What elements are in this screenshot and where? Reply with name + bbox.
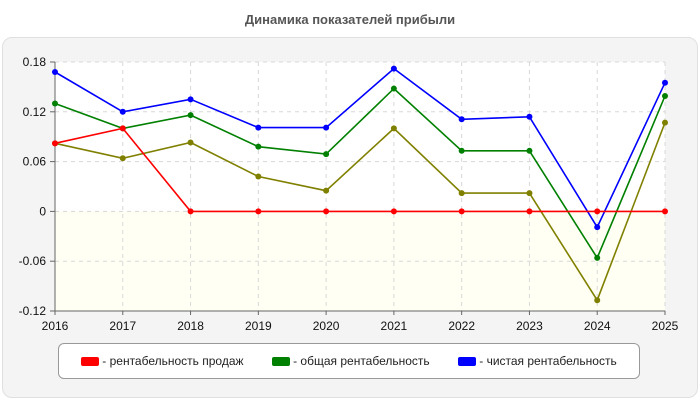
data-point-series-2 xyxy=(458,116,465,123)
data-point-series-0 xyxy=(458,208,465,215)
data-point-series-0 xyxy=(52,140,58,147)
data-point-series-2 xyxy=(526,113,533,120)
data-point-series-2 xyxy=(119,108,126,115)
legend-label-sales-profitability: - рентабельность продаж xyxy=(102,354,244,368)
data-point-series-2 xyxy=(323,124,330,131)
legend-item-net-profitability: - чистая рентабельность xyxy=(458,354,617,368)
y-tick-label: 0.18 xyxy=(23,55,47,69)
data-point-series-2 xyxy=(52,68,58,75)
data-point-series-0 xyxy=(390,208,397,215)
chart-legend: - рентабельность продаж - общая рентабел… xyxy=(58,343,640,379)
data-point-series-0 xyxy=(187,208,194,215)
data-point-series-3 xyxy=(458,190,465,197)
data-point-series-3 xyxy=(187,139,194,146)
data-point-series-0 xyxy=(594,208,601,215)
legend-label-total-profitability: - общая рентабельность xyxy=(293,354,430,368)
data-point-series-0 xyxy=(119,125,126,132)
data-point-series-0 xyxy=(255,208,262,215)
legend-swatch-sales-profitability xyxy=(81,356,100,366)
y-tick-label: 0.06 xyxy=(23,155,47,169)
x-tick-label: 2023 xyxy=(516,319,543,333)
legend-swatch-total-profitability xyxy=(272,356,291,366)
data-point-series-3 xyxy=(255,173,262,180)
data-point-series-1 xyxy=(390,85,397,92)
data-point-series-2 xyxy=(662,79,668,86)
series-line-0 xyxy=(54,127,665,213)
x-tick-label: 2024 xyxy=(584,319,611,333)
series-line-1 xyxy=(54,87,666,260)
chart-title: Динамика показателей прибыли xyxy=(244,12,456,27)
data-point-series-1 xyxy=(323,151,330,158)
data-point-series-1 xyxy=(594,254,601,261)
data-point-series-3 xyxy=(119,155,126,162)
x-tick-label: 2017 xyxy=(109,319,136,333)
x-tick-label: 2019 xyxy=(245,319,272,333)
data-point-series-3 xyxy=(594,297,601,304)
data-point-series-1 xyxy=(255,143,262,150)
x-tick-label: 2022 xyxy=(448,319,475,333)
data-point-series-1 xyxy=(662,93,668,100)
data-point-series-3 xyxy=(662,119,668,126)
data-point-series-3 xyxy=(390,125,397,132)
data-point-series-1 xyxy=(52,100,58,107)
y-tick-label: 0 xyxy=(39,204,46,218)
data-point-series-3 xyxy=(323,187,330,194)
legend-swatch-net-profitability xyxy=(458,356,477,366)
y-tick-label: -0.06 xyxy=(19,254,47,268)
data-point-series-2 xyxy=(390,65,397,72)
x-tick-label: 2020 xyxy=(313,319,340,333)
x-tick-label: 2021 xyxy=(381,319,408,333)
x-tick-label: 2016 xyxy=(42,319,69,333)
data-point-series-2 xyxy=(187,96,194,103)
legend-item-sales-profitability: - рентабельность продаж xyxy=(81,354,244,368)
y-tick-label: -0.12 xyxy=(19,304,47,318)
legend-item-total-profitability: - общая рентабельность xyxy=(272,354,430,368)
y-tick-label: 0.12 xyxy=(23,105,47,119)
series-line-3 xyxy=(54,122,666,302)
data-point-series-1 xyxy=(187,112,194,119)
data-point-series-1 xyxy=(458,147,465,154)
data-point-series-0 xyxy=(323,208,330,215)
x-tick-label: 2025 xyxy=(652,319,679,333)
data-point-series-2 xyxy=(255,124,262,131)
data-point-series-3 xyxy=(526,190,533,197)
data-point-series-0 xyxy=(662,208,668,215)
legend-label-net-profitability: - чистая рентабельность xyxy=(479,354,617,368)
data-point-series-2 xyxy=(594,224,601,231)
data-point-series-1 xyxy=(526,147,533,154)
x-tick-label: 2018 xyxy=(177,319,204,333)
data-point-series-0 xyxy=(526,208,533,215)
series-line-2 xyxy=(54,67,666,229)
